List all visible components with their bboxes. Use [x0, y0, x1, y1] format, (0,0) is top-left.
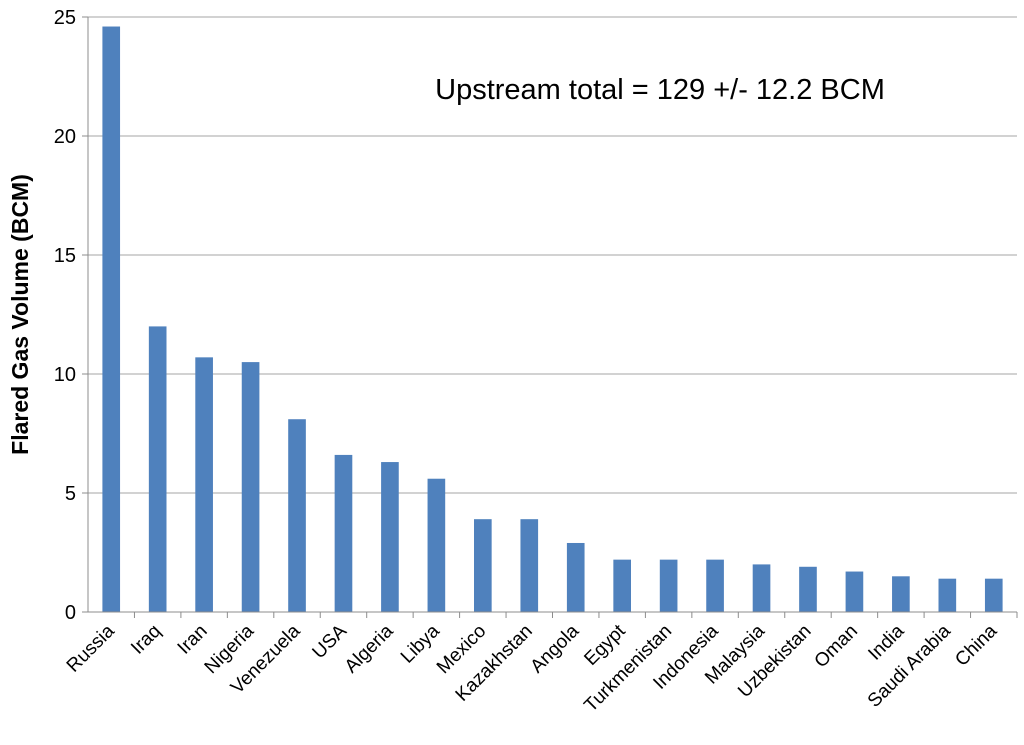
bar-russia: [102, 26, 121, 612]
upstream-total-annotation: Upstream total = 129 +/- 12.2 BCM: [435, 74, 885, 106]
bar-venezuela: [288, 419, 306, 612]
x-tick-label: Oman: [811, 621, 862, 672]
bar-algeria: [381, 462, 399, 612]
y-tick-label: 10: [54, 364, 76, 386]
bar-india: [892, 576, 910, 612]
x-tick-label: Angola: [527, 620, 584, 677]
bar-usa: [334, 454, 353, 612]
bar-kazakhstan: [520, 519, 539, 612]
bar-uzbekistan: [799, 566, 817, 612]
y-tick-labels: 0 5 10 15 20 25: [54, 7, 88, 624]
bar-indonesia: [706, 559, 724, 612]
y-axis-title: Flared Gas Volume (BCM): [7, 174, 33, 455]
bar-angola: [566, 542, 585, 612]
bar-iraq: [148, 326, 167, 612]
bar-turkmenistan: [659, 559, 678, 612]
x-tick-label: Iraq: [127, 621, 165, 659]
bar-libya: [427, 478, 446, 612]
y-tick-label: 20: [54, 126, 76, 148]
bar-egypt: [613, 559, 632, 612]
y-tick-label: 5: [65, 483, 76, 505]
x-tick-label: Saudi Arabia: [864, 620, 955, 711]
y-tick-label: 0: [65, 602, 76, 624]
x-tick-label: China: [951, 620, 1001, 670]
bar-oman: [845, 571, 864, 612]
y-tick-label: 15: [54, 245, 76, 267]
bar-saudi-arabia: [938, 578, 957, 612]
bar-malaysia: [752, 564, 771, 612]
bar-nigeria: [241, 362, 260, 612]
x-tick-label: Algeria: [341, 620, 398, 677]
bar-iran: [195, 357, 213, 612]
y-tick-label: 25: [54, 7, 76, 29]
axes: [87, 17, 1017, 613]
x-tick-label: Russia: [63, 620, 119, 676]
bar-mexico: [473, 519, 492, 612]
x-tick-label: Iran: [174, 621, 212, 659]
bar-china: [984, 578, 1003, 612]
bars: [102, 26, 1003, 612]
x-tick-label: USA: [309, 620, 352, 663]
